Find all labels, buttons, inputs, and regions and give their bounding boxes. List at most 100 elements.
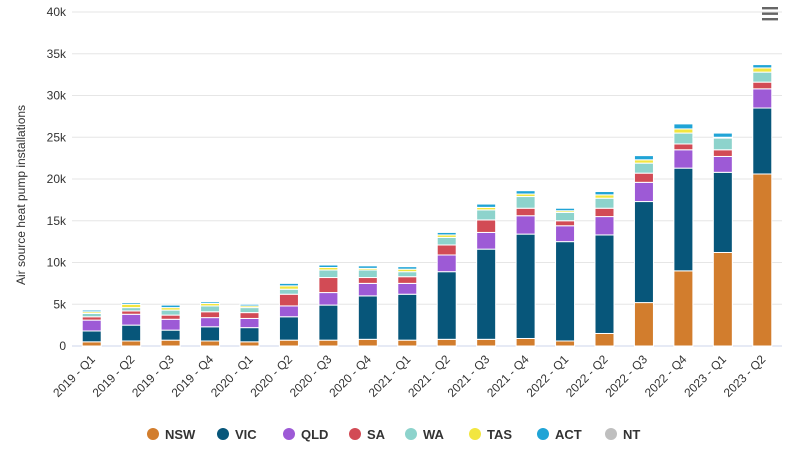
- bar-segment-vic[interactable]: [357, 295, 378, 340]
- legend-item-act[interactable]: ACT: [537, 427, 582, 442]
- bar-segment-wa[interactable]: [712, 137, 733, 151]
- bar-segment-nsw[interactable]: [357, 338, 378, 347]
- bar-segment-nsw[interactable]: [515, 337, 536, 347]
- bar-segment-tas[interactable]: [752, 67, 773, 73]
- bar-segment-nsw[interactable]: [752, 173, 773, 347]
- bar-segment-qld[interactable]: [436, 254, 457, 273]
- bar-segment-tas[interactable]: [278, 285, 299, 290]
- bar-segment-act[interactable]: [712, 132, 733, 138]
- bar-segment-act[interactable]: [476, 203, 497, 208]
- legend-item-nsw[interactable]: NSW: [147, 427, 196, 442]
- bar-segment-nsw[interactable]: [397, 339, 418, 347]
- bar-segment-wa[interactable]: [318, 269, 339, 279]
- bar-segment-vic[interactable]: [673, 167, 694, 272]
- bar-segment-vic[interactable]: [555, 241, 576, 342]
- bar-segment-nsw[interactable]: [673, 270, 694, 347]
- bar-segment-vic[interactable]: [752, 107, 773, 175]
- bar-segment-sa[interactable]: [357, 277, 378, 284]
- bar-segment-wa[interactable]: [397, 271, 418, 278]
- bar-segment-qld[interactable]: [121, 313, 142, 326]
- bar-segment-tas[interactable]: [673, 128, 694, 134]
- bar-segment-sa[interactable]: [200, 311, 221, 319]
- bar-segment-wa[interactable]: [673, 132, 694, 145]
- bar-segment-nsw[interactable]: [436, 338, 457, 347]
- bar-segment-vic[interactable]: [476, 248, 497, 340]
- bar-segment-qld[interactable]: [673, 149, 694, 169]
- bar-segment-qld[interactable]: [476, 231, 497, 250]
- legend-item-nt[interactable]: NT: [605, 427, 640, 442]
- bar-segment-sa[interactable]: [476, 219, 497, 233]
- chart-menu-button[interactable]: [760, 6, 780, 22]
- bar-segment-qld[interactable]: [633, 181, 654, 203]
- legend-item-sa[interactable]: SA: [349, 427, 386, 442]
- bar-segment-nsw[interactable]: [239, 341, 260, 347]
- bar-segment-qld[interactable]: [752, 88, 773, 109]
- bar-segment-wa[interactable]: [239, 307, 260, 314]
- bar-segment-sa[interactable]: [278, 293, 299, 307]
- bar-segment-qld[interactable]: [81, 319, 102, 332]
- bar-segment-act[interactable]: [515, 190, 536, 195]
- bar-segment-vic[interactable]: [239, 327, 260, 343]
- bar-segment-qld[interactable]: [239, 317, 260, 329]
- bar-segment-nsw[interactable]: [476, 338, 497, 347]
- bar-segment-wa[interactable]: [436, 236, 457, 246]
- bar-segment-nsw[interactable]: [318, 339, 339, 347]
- bar-segment-act[interactable]: [200, 301, 221, 304]
- bar-segment-sa[interactable]: [633, 172, 654, 183]
- bar-segment-qld[interactable]: [555, 225, 576, 243]
- bar-segment-wa[interactable]: [515, 196, 536, 209]
- bar-segment-sa[interactable]: [673, 143, 694, 151]
- bar-segment-wa[interactable]: [121, 307, 142, 312]
- legend-item-wa[interactable]: WA: [405, 427, 445, 442]
- bar-segment-wa[interactable]: [633, 162, 654, 174]
- bar-segment-wa[interactable]: [200, 305, 221, 313]
- bar-segment-sa[interactable]: [436, 244, 457, 256]
- bar-segment-tas[interactable]: [633, 159, 654, 164]
- bar-segment-wa[interactable]: [476, 209, 497, 221]
- bar-segment-act[interactable]: [278, 282, 299, 287]
- bar-segment-qld[interactable]: [712, 155, 733, 173]
- bar-segment-nsw[interactable]: [555, 340, 576, 347]
- bar-segment-act[interactable]: [160, 304, 181, 309]
- bar-segment-wa[interactable]: [555, 211, 576, 222]
- bar-segment-act[interactable]: [397, 266, 418, 270]
- bar-segment-tas[interactable]: [594, 194, 615, 199]
- bar-segment-qld[interactable]: [200, 317, 221, 328]
- bar-segment-act[interactable]: [436, 231, 457, 236]
- bar-segment-nsw[interactable]: [594, 332, 615, 347]
- bar-segment-qld[interactable]: [397, 282, 418, 295]
- bar-segment-tas[interactable]: [121, 303, 142, 309]
- bar-segment-nsw[interactable]: [712, 251, 733, 347]
- bar-segment-vic[interactable]: [81, 330, 102, 343]
- legend-item-qld[interactable]: QLD: [283, 427, 328, 442]
- bar-segment-nsw[interactable]: [81, 341, 102, 347]
- bar-segment-act[interactable]: [121, 302, 142, 305]
- bar-segment-act[interactable]: [594, 191, 615, 196]
- bar-segment-nsw[interactable]: [121, 340, 142, 347]
- bar-segment-act[interactable]: [357, 265, 378, 269]
- bar-segment-sa[interactable]: [397, 276, 418, 284]
- bar-segment-act[interactable]: [318, 264, 339, 269]
- bar-segment-sa[interactable]: [712, 149, 733, 157]
- bar-segment-vic[interactable]: [160, 329, 181, 341]
- bar-segment-qld[interactable]: [160, 318, 181, 331]
- bar-segment-vic[interactable]: [515, 233, 536, 339]
- bar-segment-sa[interactable]: [318, 277, 339, 294]
- bar-segment-sa[interactable]: [555, 220, 576, 227]
- bar-segment-vic[interactable]: [318, 304, 339, 341]
- bar-segment-nsw[interactable]: [278, 339, 299, 347]
- bar-segment-sa[interactable]: [239, 312, 260, 319]
- bar-segment-nsw[interactable]: [160, 339, 181, 347]
- bar-segment-wa[interactable]: [278, 288, 299, 295]
- bar-segment-nsw[interactable]: [633, 302, 654, 347]
- bar-segment-sa[interactable]: [81, 316, 102, 321]
- bar-segment-vic[interactable]: [397, 293, 418, 341]
- legend-item-tas[interactable]: TAS: [469, 427, 512, 442]
- bar-segment-sa[interactable]: [594, 207, 615, 218]
- bar-segment-sa[interactable]: [160, 314, 181, 320]
- bar-segment-qld[interactable]: [278, 305, 299, 318]
- bar-segment-sa[interactable]: [121, 310, 142, 315]
- bar-segment-wa[interactable]: [160, 309, 181, 316]
- bar-segment-act[interactable]: [752, 64, 773, 69]
- bar-segment-sa[interactable]: [515, 207, 536, 217]
